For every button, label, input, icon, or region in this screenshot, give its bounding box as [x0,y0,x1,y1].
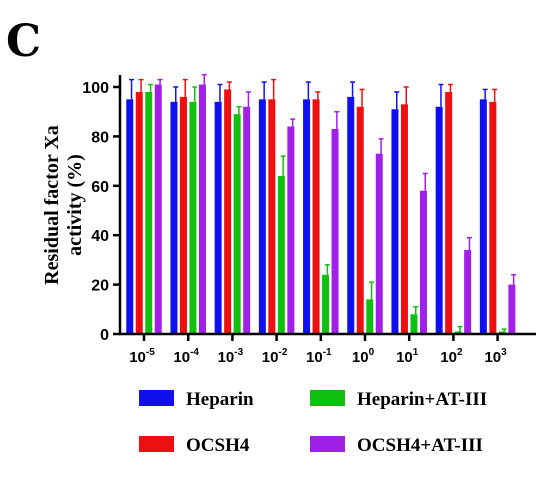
legend-label: Heparin+AT-III [357,389,487,410]
x-tick-label: 10-3 [218,347,244,366]
bar [445,91,453,334]
y-axis-label-line2: activity (%) [64,154,86,256]
bar [331,128,339,334]
y-tick-label: 0 [100,327,109,344]
legend-swatch [139,436,174,452]
bar [224,89,232,334]
bar [322,274,330,334]
panel-label: C [6,16,41,67]
bar [356,106,364,334]
legend-label: OCSH4 [186,435,250,456]
legend-label: OCSH4+AT-III [357,435,483,456]
bar [214,101,222,334]
legend-label: Heparin [186,389,254,410]
bar [258,99,266,334]
y-axis-label-line1: Residual factor Xa [41,125,63,285]
bar [464,250,472,334]
bar [312,99,320,334]
bar [303,99,311,334]
bar [287,126,295,335]
x-tick-label: 10-5 [129,347,155,366]
bar [347,96,355,334]
bar [179,96,187,334]
y-ticks: 0 20 40 60 80 100 [82,80,120,344]
legend-swatch [139,390,174,406]
bar [154,84,162,334]
x-tick-label: 10-2 [262,347,288,366]
legend-swatch [310,390,345,406]
bar [391,109,399,334]
bars-group [126,73,517,335]
bar [268,99,276,334]
bar [145,91,153,334]
bar [198,84,206,334]
bar [375,153,383,334]
x-tick-label: 100 [352,347,375,366]
bar [435,106,443,334]
x-ticks: 10-5 10-4 10-3 10-2 10-1 100 101 102 103 [129,334,507,366]
y-tick-label: 20 [91,278,109,295]
bar [366,299,374,334]
bar [479,99,487,334]
bar [243,106,251,334]
y-tick-label: 60 [91,179,109,196]
y-tick-label: 80 [91,129,109,146]
bar [277,175,285,334]
x-tick-label: 102 [440,347,463,366]
x-tick-label: 10-1 [306,347,332,366]
bar [508,284,516,334]
x-tick-label: 103 [484,347,507,366]
x-tick-label: 101 [396,347,419,366]
bar [126,99,134,334]
bar [135,91,143,334]
bar [233,114,241,334]
bar [400,104,408,334]
legend: Heparin OCSH4 Heparin+AT-III OCSH4+AT-III [139,389,487,456]
bar [410,314,418,334]
x-tick-label: 10-4 [173,347,199,366]
bar [170,101,178,334]
bar [489,101,497,334]
y-tick-label: 100 [82,80,109,97]
legend-swatch [310,436,345,452]
bar [189,101,197,334]
bar [419,190,427,334]
y-tick-label: 40 [91,228,109,245]
